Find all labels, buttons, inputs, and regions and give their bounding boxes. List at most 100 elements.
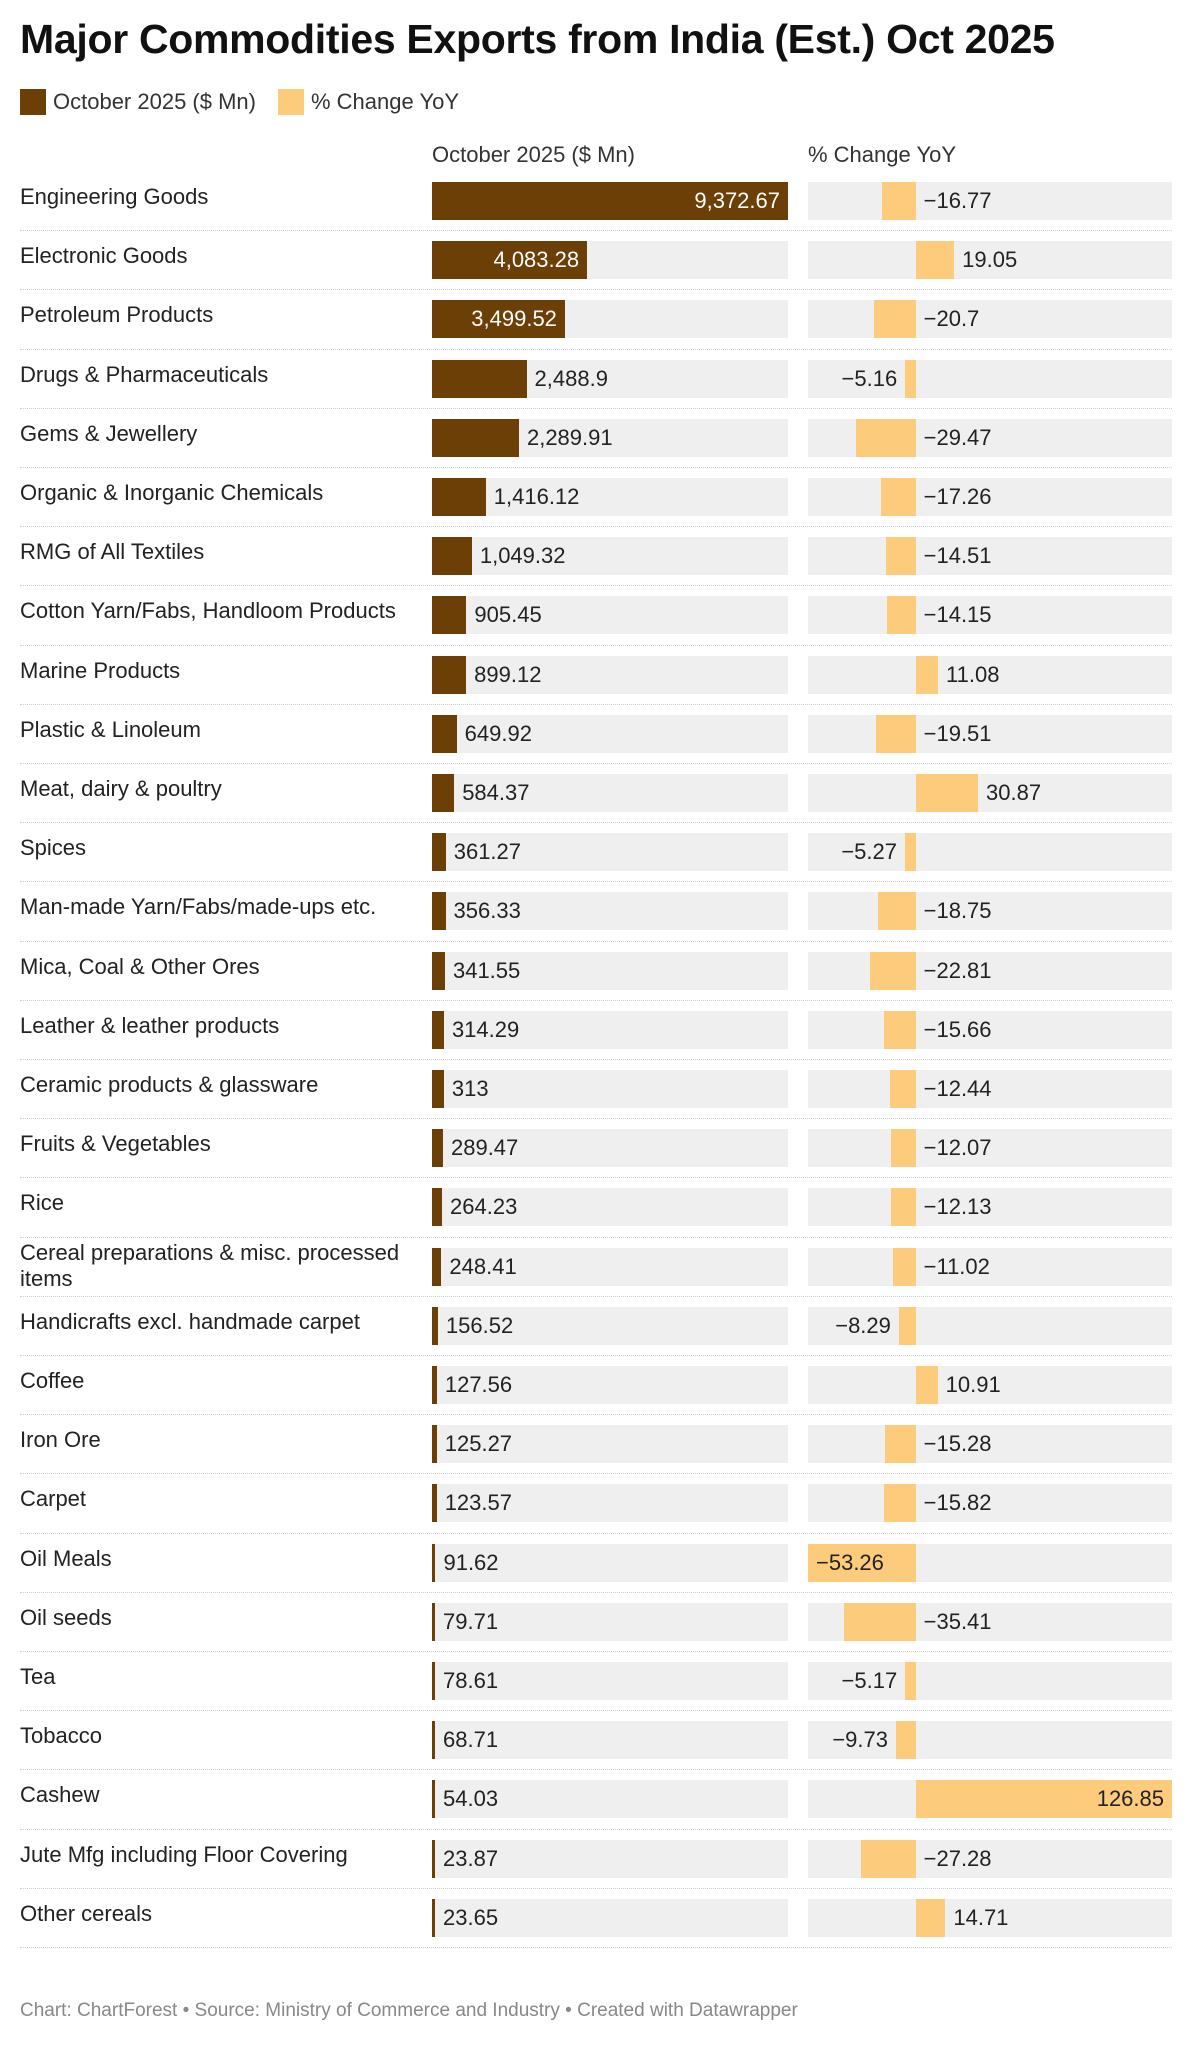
value-label: 361.27 — [453, 839, 522, 865]
table-row: Cereal preparations & misc. processed it… — [20, 1238, 1172, 1297]
value-bar-track: 1,416.12 — [432, 478, 788, 516]
table-row: Cotton Yarn/Fabs, Handloom Products 905.4… — [20, 586, 1172, 646]
table-row: Leather & leather products 314.29 −15.66 — [20, 1001, 1172, 1060]
change-bar-track: −12.44 — [808, 1070, 1172, 1108]
table-row: Carpet 123.57 −15.82 — [20, 1474, 1172, 1534]
row-label: Rice — [20, 1190, 65, 1216]
row-separator — [20, 1295, 1172, 1297]
change-label: −9.73 — [832, 1727, 888, 1753]
value-bar-track: 91.62 — [432, 1543, 788, 1582]
change-bar — [886, 537, 916, 576]
legend-swatch-change — [277, 89, 304, 115]
row-label: Cereal preparations & misc. processed it… — [20, 1239, 400, 1291]
column-header-value: October 2025 ($ Mn) — [432, 142, 635, 167]
chart-title: Major Commodities Exports from India (Es… — [20, 16, 1055, 62]
change-label: −14.15 — [923, 602, 992, 628]
value-bar-track: 356.33 — [432, 892, 788, 931]
change-bar-track: −9.73 — [808, 1721, 1172, 1760]
value-bar-track: 899.12 — [432, 655, 788, 694]
table-row: Jute Mfg including Floor Covering 23.87 −2… — [20, 1830, 1172, 1889]
change-label: 126.85 — [1096, 1786, 1164, 1812]
change-bar — [877, 892, 916, 931]
value-label: 289.47 — [450, 1135, 519, 1161]
change-bar — [883, 1484, 916, 1523]
row-separator — [20, 1650, 1172, 1652]
value-bar-track: 78.61 — [432, 1662, 788, 1700]
change-bar — [844, 1602, 916, 1641]
row-separator — [20, 1946, 1172, 1948]
change-label: −53.26 — [816, 1549, 884, 1575]
value-bar — [432, 1898, 435, 1937]
row-separator — [20, 762, 1172, 764]
row-label: Petroleum Products — [20, 302, 214, 328]
value-label: 23.65 — [443, 1904, 499, 1930]
row-label: Engineering Goods — [20, 184, 209, 209]
value-bar-track: 23.87 — [432, 1839, 788, 1878]
value-label: 156.52 — [445, 1312, 514, 1338]
value-bar — [432, 1780, 435, 1819]
row-separator — [20, 999, 1172, 1001]
row-separator — [20, 526, 1172, 528]
table-row: Cashew 54.03 126.85 — [20, 1770, 1172, 1830]
row-label: Oil seeds — [20, 1604, 112, 1630]
change-label: −5.16 — [841, 365, 898, 391]
table-row: Rice 264.23 −12.13 — [20, 1178, 1172, 1238]
change-bar-track: −35.41 — [808, 1602, 1172, 1641]
row-label: RMG of All Textiles — [20, 539, 205, 565]
change-bar-track: −22.81 — [808, 951, 1172, 990]
change-bar-track: 126.85 — [808, 1780, 1172, 1819]
row-separator — [20, 940, 1172, 942]
change-label: −19.51 — [923, 720, 992, 746]
row-separator — [20, 1058, 1172, 1060]
row-separator — [20, 1828, 1172, 1830]
change-bar — [869, 951, 916, 990]
change-bar-track: −14.51 — [808, 537, 1172, 576]
value-bar — [432, 1839, 435, 1878]
value-label: 91.62 — [443, 1549, 499, 1575]
change-bar-track: −27.28 — [808, 1839, 1172, 1878]
table-row: Engineering Goods 9,372.67 −16.77 — [20, 172, 1172, 232]
row-label: Drugs & Pharmaceuticals — [20, 361, 269, 387]
value-bar — [432, 1010, 444, 1049]
legend-item-value: October 2025 ($ Mn) — [20, 89, 256, 115]
value-bar-track: 649.92 — [432, 714, 788, 753]
table-row: RMG of All Textiles 1,049.32 −14.51 — [20, 527, 1172, 587]
change-label: −16.77 — [923, 188, 992, 213]
table-row: Marine Products 899.12 11.08 — [20, 646, 1172, 705]
row-label: Electronic Goods — [20, 243, 188, 269]
change-label: −8.29 — [835, 1312, 891, 1338]
change-bar-track: −16.77 — [808, 182, 1172, 220]
table-row: Mica, Coal & Other Ores 341.55 −22.81 — [20, 942, 1172, 1001]
column-header-change: % Change YoY — [808, 142, 957, 167]
value-bar — [432, 892, 446, 931]
change-bar-track: −19.51 — [808, 714, 1172, 753]
value-bar-track: 79.71 — [432, 1602, 788, 1641]
value-bar — [432, 1306, 438, 1345]
value-bar — [432, 1247, 442, 1286]
change-bar-track: −53.26 — [808, 1543, 1172, 1582]
row-label: Man-made Yarn/Fabs/made-ups etc. — [20, 894, 377, 920]
table-row: Tobacco 68.71 −9.73 — [20, 1711, 1172, 1771]
change-bar-track: −15.28 — [808, 1425, 1172, 1464]
row-label: Handicrafts excl. handmade carpet — [20, 1308, 360, 1334]
row-separator — [20, 407, 1172, 409]
value-label: 584.37 — [462, 780, 530, 805]
value-bar — [432, 1484, 437, 1523]
chart-footer: Chart: ChartForest • Source: Ministry of… — [20, 2000, 798, 2021]
change-bar — [905, 359, 916, 398]
change-bar — [895, 1721, 916, 1760]
legend-label-value: October 2025 ($ Mn) — [53, 89, 256, 114]
value-bar-track: 361.27 — [432, 833, 788, 872]
value-label: 314.29 — [451, 1016, 520, 1042]
change-label: 19.05 — [962, 247, 1018, 273]
change-bar — [887, 596, 916, 635]
change-bar-track: −11.02 — [808, 1247, 1172, 1286]
value-bar-track: 264.23 — [432, 1188, 788, 1227]
value-label: 1,416.12 — [493, 484, 580, 509]
table-row: Other cereals 23.65 14.71 — [20, 1889, 1172, 1948]
value-bar — [432, 1721, 435, 1760]
change-bar-track: 30.87 — [808, 774, 1172, 812]
value-bar — [432, 1543, 436, 1582]
row-separator — [20, 1887, 1172, 1889]
change-label: −15.82 — [923, 1490, 992, 1516]
